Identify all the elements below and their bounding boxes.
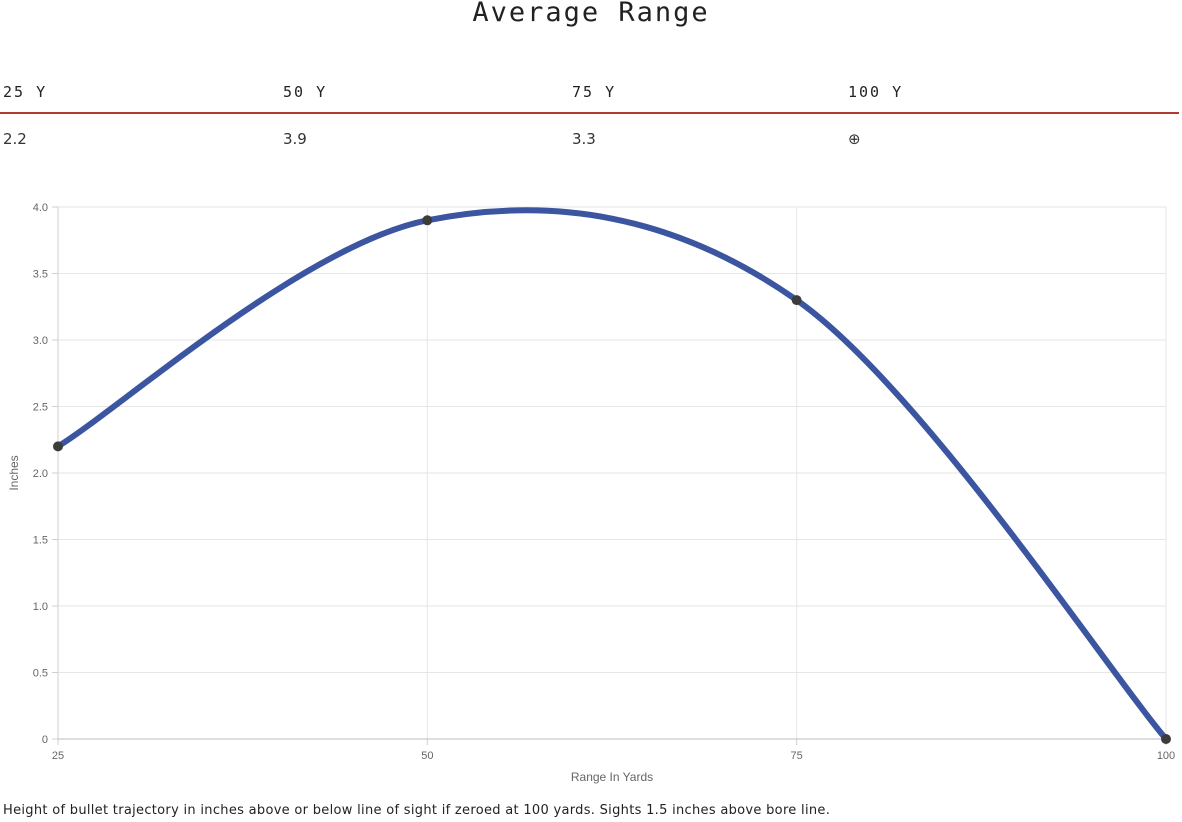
y-tick-label: 1.0 [33,601,48,613]
trajectory-chart: 0 0.5 1.0 1.5 2.0 2.5 3.0 3.5 4.0 25 50 75 100 Inch… [7,202,1175,784]
y-tick-label: 4.0 [33,202,48,214]
value-25y: 2.2 [3,130,27,148]
chart-title: Average Range [472,0,710,28]
y-axis-ticks: 0 0.5 1.0 1.5 2.0 2.5 3.0 3.5 4.0 [33,202,48,746]
value-50y: 3.9 [283,130,307,148]
header-75y: 75 Y [572,83,617,101]
value-75y: 3.3 [572,130,596,148]
y-tick-label: 0.5 [33,668,48,680]
y-tick-label: 1.5 [33,535,48,547]
x-tick-label: 75 [791,750,803,762]
range-table-header: 25 Y 50 Y 75 Y 100 Y [0,78,1179,114]
y-tick-label: 3.0 [33,335,48,347]
y-tick-label: 2.5 [33,402,48,414]
x-tick-label: 50 [421,750,433,762]
header-25y: 25 Y [3,83,48,101]
y-axis-title: Inches [7,455,21,490]
x-axis-ticks: 25 50 75 100 [52,750,1175,762]
data-point [791,295,802,306]
chart-grid [52,206,1167,745]
range-table: 25 Y 50 Y 75 Y 100 Y 2.2 3.9 3.3 ⊕ [0,78,1179,162]
data-points [53,215,1171,744]
chart-footnote: Height of bullet trajectory in inches ab… [3,803,831,818]
x-axis-title: Range In Yards [571,770,653,784]
x-tick-label: 100 [1157,750,1175,762]
data-point [1161,734,1171,744]
y-tick-label: 0 [42,734,48,746]
data-point [53,441,63,452]
y-tick-label: 3.5 [33,269,48,281]
y-tick-label: 2.0 [33,468,48,480]
data-point [422,215,433,226]
header-50y: 50 Y [283,83,328,101]
trajectory-line [55,207,1169,742]
range-table-values: 2.2 3.9 3.3 ⊕ [0,114,1179,162]
value-100y-crosshair-icon: ⊕ [848,130,861,148]
x-tick-label: 25 [52,750,64,762]
header-100y: 100 Y [848,83,904,101]
